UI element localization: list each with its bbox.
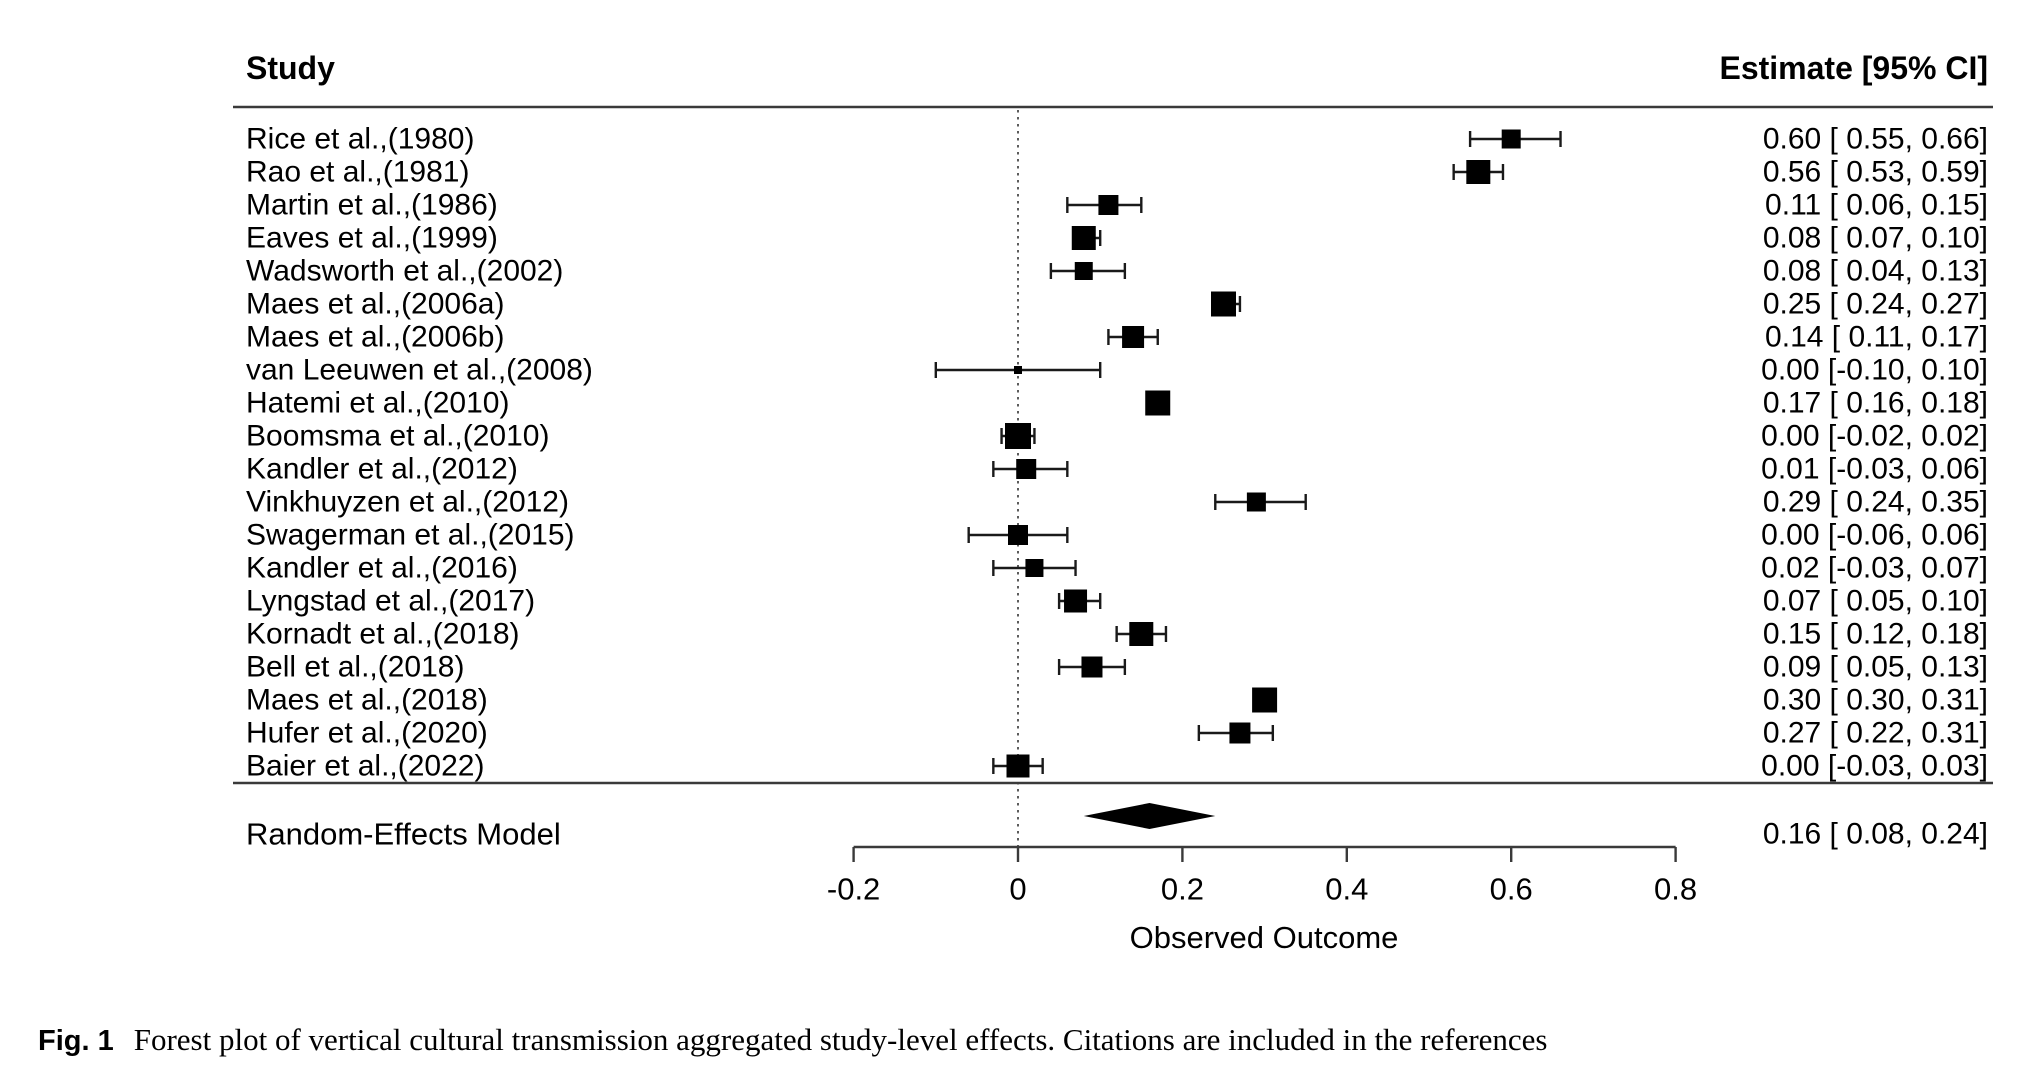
study-row-label: Maes et al.,(2006a) [246, 288, 504, 321]
study-row-estimate: 0.00 [-0.10, 0.10] [1761, 354, 1988, 387]
study-row: Wadsworth et al.,(2002) 0.08 [ 0.04, 0.13… [246, 255, 1988, 288]
study-row: Hufer et al.,(2020) 0.27 [ 0.22, 0.31] [246, 717, 1988, 750]
column-header-study: Study [246, 50, 335, 86]
study-row-label: Hatemi et al.,(2010) [246, 387, 509, 420]
study-row: Eaves et al.,(1999) 0.08 [ 0.07, 0.10] [246, 222, 1988, 255]
effect-square [1145, 390, 1171, 416]
study-row-label: Kornadt et al.,(2018) [246, 618, 520, 651]
study-row-estimate: 0.00 [-0.03, 0.03] [1761, 750, 1988, 783]
study-row: Lyngstad et al.,(2017) 0.07 [ 0.05, 0.10] [246, 585, 1988, 618]
effect-square [1005, 423, 1031, 449]
effect-square [1122, 326, 1145, 348]
effect-square [1129, 622, 1154, 646]
summary-estimate: 0.16 [ 0.08, 0.24] [1763, 818, 1988, 851]
study-row-estimate: 0.25 [ 0.24, 0.27] [1763, 288, 1988, 321]
study-row-label: Lyngstad et al.,(2017) [246, 585, 535, 618]
effect-square [1246, 492, 1266, 512]
effect-square [1064, 589, 1088, 613]
effect-square [1025, 559, 1044, 577]
study-row-label: Eaves et al.,(1999) [246, 222, 498, 255]
x-axis-tick-label: 0.8 [1654, 872, 1697, 907]
study-row-label: Wadsworth et al.,(2002) [246, 255, 563, 288]
study-row-estimate: 0.60 [ 0.55, 0.66] [1763, 123, 1988, 156]
effect-square [1252, 687, 1278, 713]
study-row-estimate: 0.00 [-0.06, 0.06] [1761, 519, 1988, 552]
study-row: Rao et al.,(1981) 0.56 [ 0.53, 0.59] [246, 156, 1988, 189]
study-row-estimate: 0.56 [ 0.53, 0.59] [1763, 156, 1988, 189]
study-row-label: Swagerman et al.,(2015) [246, 519, 575, 552]
summary-diamond [1083, 803, 1216, 829]
x-axis-tick-label: 0.6 [1490, 872, 1533, 907]
study-row-estimate: 0.02 [-0.03, 0.07] [1761, 552, 1988, 585]
effect-square [1071, 226, 1096, 250]
study-row-estimate: 0.17 [ 0.16, 0.18] [1763, 387, 1988, 420]
effect-square [1006, 754, 1030, 778]
study-row-estimate: 0.08 [ 0.04, 0.13] [1763, 255, 1988, 288]
effect-square [1098, 195, 1119, 215]
study-row: Kornadt et al.,(2018) 0.15 [ 0.12, 0.18] [246, 618, 1988, 651]
study-row-label: van Leeuwen et al.,(2008) [246, 354, 593, 387]
study-row-label: Bell et al.,(2018) [246, 651, 464, 684]
study-row: Maes et al.,(2018) 0.30 [ 0.30, 0.31] [246, 684, 1988, 717]
study-row-label: Vinkhuyzen et al.,(2012) [246, 486, 569, 519]
x-axis-title: Observed Outcome [1129, 920, 1399, 955]
figure-caption-tag: Fig. 1 [38, 1025, 114, 1057]
study-row-label: Boomsma et al.,(2010) [246, 420, 549, 453]
effect-square [1074, 262, 1093, 280]
study-row-estimate: 0.27 [ 0.22, 0.31] [1763, 717, 1988, 750]
study-row: Maes et al.,(2006a) 0.25 [ 0.24, 0.27] [246, 288, 1988, 321]
summary-label: Random-Effects Model [246, 817, 561, 852]
study-row: Kandler et al.,(2012) 0.01 [-0.03, 0.06] [246, 453, 1988, 486]
effect-square [1081, 656, 1103, 678]
study-row: Martin et al.,(1986) 0.11 [ 0.06, 0.15] [246, 189, 1988, 222]
study-row-estimate: 0.08 [ 0.07, 0.10] [1763, 222, 1988, 255]
effect-square [1008, 525, 1028, 545]
study-row: Maes et al.,(2006b) 0.14 [ 0.11, 0.17] [246, 321, 1988, 354]
study-row-label: Maes et al.,(2018) [246, 684, 488, 717]
column-header-estimate: Estimate [95% CI] [1719, 50, 1988, 86]
study-row-estimate: 0.30 [ 0.30, 0.31] [1763, 684, 1988, 717]
study-row-estimate: 0.01 [-0.03, 0.06] [1761, 453, 1988, 486]
effect-square [1211, 291, 1236, 317]
study-row: Boomsma et al.,(2010) 0.00 [-0.02, 0.02] [246, 420, 1988, 453]
figure-caption: Fig. 1 Forest plot of vertical cultural t… [38, 1022, 1938, 1058]
effect-square [1466, 160, 1491, 184]
study-row-estimate: 0.11 [ 0.06, 0.15] [1765, 189, 1988, 222]
x-axis-tick-label: -0.2 [827, 872, 880, 907]
x-axis-tick-label: 0.4 [1325, 872, 1368, 907]
study-row-label: Maes et al.,(2006b) [246, 321, 504, 354]
study-row: Swagerman et al.,(2015) 0.00 [-0.06, 0.06… [246, 519, 1988, 552]
study-row-estimate: 0.00 [-0.02, 0.02] [1761, 420, 1988, 453]
study-row: Vinkhuyzen et al.,(2012) 0.29 [ 0.24, 0.3… [246, 486, 1988, 519]
effect-square [1014, 366, 1022, 374]
study-row-label: Rao et al.,(1981) [246, 156, 469, 189]
study-row-label: Kandler et al.,(2016) [246, 552, 518, 585]
study-row: Rice et al.,(1980) 0.60 [ 0.55, 0.66] [246, 123, 1988, 156]
x-axis-tick-label: 0 [1009, 872, 1026, 907]
x-axis-tick-label: 0.2 [1161, 872, 1204, 907]
study-row: Bell et al.,(2018) 0.09 [ 0.05, 0.13] [246, 651, 1988, 684]
study-row-label: Baier et al.,(2022) [246, 750, 484, 783]
effect-square [1501, 129, 1521, 149]
study-row-label: Rice et al.,(1980) [246, 123, 474, 156]
study-row-estimate: 0.29 [ 0.24, 0.35] [1763, 486, 1988, 519]
effect-square [1229, 722, 1251, 744]
study-row-label: Kandler et al.,(2012) [246, 453, 518, 486]
study-row-estimate: 0.15 [ 0.12, 0.18] [1763, 618, 1988, 651]
figure-caption-text: Forest plot of vertical cultural transmi… [133, 1022, 1548, 1057]
study-row-label: Hufer et al.,(2020) [246, 717, 488, 750]
study-row: van Leeuwen et al.,(2008) 0.00 [-0.10, 0.… [246, 354, 1988, 387]
study-row-estimate: 0.14 [ 0.11, 0.17] [1765, 321, 1988, 354]
study-row-estimate: 0.07 [ 0.05, 0.10] [1763, 585, 1988, 618]
study-row: Kandler et al.,(2016) 0.02 [-0.03, 0.07] [246, 552, 1988, 585]
study-row: Baier et al.,(2022) 0.00 [-0.03, 0.03] [246, 750, 1988, 783]
study-row-label: Martin et al.,(1986) [246, 189, 498, 222]
study-row-estimate: 0.09 [ 0.05, 0.13] [1763, 651, 1988, 684]
study-row: Hatemi et al.,(2010) 0.17 [ 0.16, 0.18] [246, 387, 1988, 420]
effect-square [1016, 459, 1037, 479]
